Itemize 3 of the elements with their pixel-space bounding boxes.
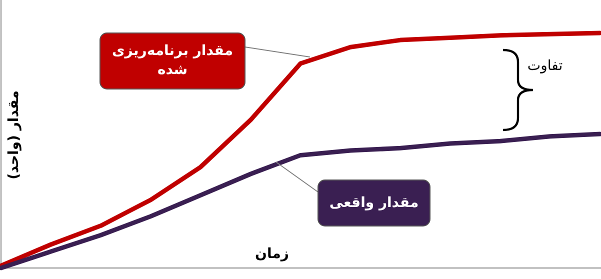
y-axis-title: مقدار (واحد) <box>6 90 22 180</box>
annotation: تفاوت <box>527 58 563 74</box>
x-axis-title: زمان <box>255 246 289 262</box>
